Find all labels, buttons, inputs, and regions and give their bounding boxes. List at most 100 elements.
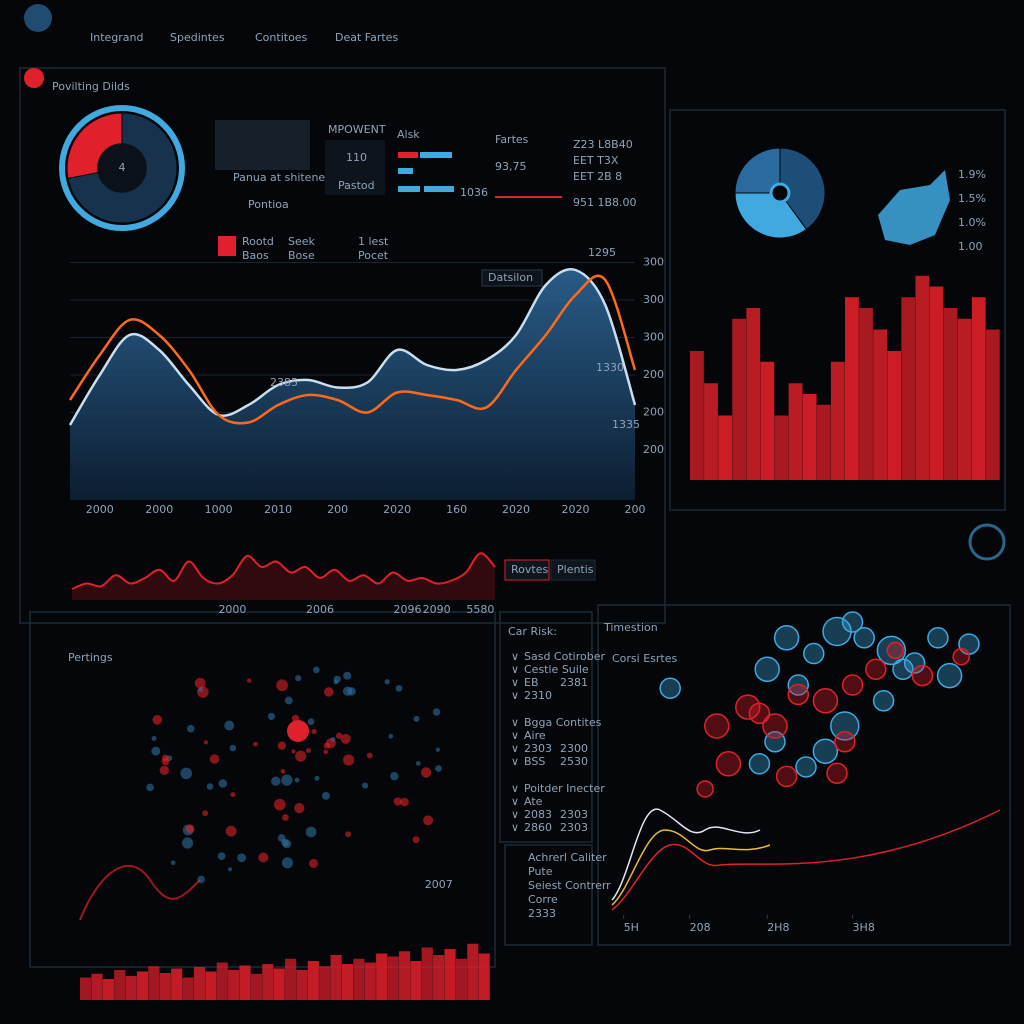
annotation: 2385 — [270, 376, 298, 389]
bubble — [735, 694, 761, 720]
tooltip-box — [481, 269, 543, 287]
kpi-bar — [398, 186, 420, 192]
bar — [732, 318, 747, 480]
bar — [830, 361, 845, 480]
map-hotspot — [287, 720, 309, 742]
map-dot — [323, 687, 334, 697]
bar — [746, 308, 761, 480]
risk-icon: ∨ — [511, 755, 519, 768]
map-dot — [203, 740, 209, 745]
x-tick-label: 2020 — [562, 503, 590, 516]
kpi-value: 110 — [346, 151, 367, 164]
map-dot — [230, 792, 236, 798]
map-dot — [253, 741, 258, 747]
bubble — [892, 658, 914, 681]
bar — [915, 275, 930, 480]
bar — [455, 958, 467, 1000]
line — [71, 552, 496, 590]
risk-value: EB — [524, 676, 539, 689]
logo — [24, 4, 52, 32]
bar — [788, 383, 803, 480]
risk-icon: ∨ — [511, 795, 519, 808]
risk-text: Bgga Contites — [524, 716, 602, 729]
risk-footer: 2333 — [528, 907, 556, 920]
map-dot — [291, 749, 296, 754]
bar — [330, 955, 342, 1000]
risk-footer: Seiest Contrerr — [528, 879, 611, 892]
x-tick-label: 200 — [327, 503, 348, 516]
map-dot — [202, 810, 209, 817]
kpi-bar — [398, 152, 418, 158]
right-panel — [669, 109, 1006, 511]
x-tick-label: 2096 — [393, 603, 421, 616]
legend-sub: Baos — [242, 249, 269, 262]
map-dot — [273, 798, 286, 811]
x-tick-label: 5H — [624, 921, 639, 934]
bubble — [762, 713, 788, 739]
map-dot — [345, 831, 352, 838]
bubble — [826, 762, 848, 784]
map-dot — [151, 746, 161, 756]
kpi-bar — [424, 186, 454, 192]
tab[interactable] — [550, 559, 596, 581]
bar — [845, 297, 859, 480]
bar — [80, 977, 92, 1000]
map-dot — [307, 718, 315, 726]
bubble — [775, 765, 798, 788]
bar — [718, 415, 732, 480]
bar — [148, 966, 160, 1000]
mini-caption: Panua at shitene — [233, 171, 325, 184]
map-dot — [295, 675, 302, 682]
legend-sub: Pocet — [358, 249, 389, 262]
map-dot — [217, 852, 226, 860]
map-dot — [342, 686, 353, 696]
bubble — [795, 756, 817, 778]
tab[interactable] — [504, 559, 550, 581]
bubble — [841, 674, 864, 696]
risk-title: Car Risk: — [508, 625, 557, 638]
risk-value: 2300 — [560, 742, 588, 755]
mini-bars — [215, 120, 310, 170]
map-dot — [198, 687, 203, 693]
kpi-label: MPOWENT — [328, 123, 386, 136]
x-tick-label: 5580 — [466, 603, 494, 616]
nav-item: Contitoes — [255, 31, 308, 44]
risk-value: 2303 — [524, 742, 552, 755]
map-dot — [340, 733, 351, 744]
bar — [957, 318, 972, 480]
map-dot — [146, 783, 154, 792]
risk-value: 2530 — [560, 755, 588, 768]
risk-icon: ∨ — [511, 742, 519, 755]
map-dot — [305, 748, 311, 754]
risk-text: Poitder Inecter — [524, 782, 605, 795]
bubble — [787, 683, 809, 706]
bubble — [812, 738, 839, 764]
main-panel — [19, 67, 666, 624]
map-dot — [170, 860, 176, 866]
x-tick-label: 1000 — [205, 503, 233, 516]
bar — [125, 976, 137, 1000]
risk-value: 2381 — [560, 676, 588, 689]
x-tick-label: 2000 — [218, 603, 246, 616]
area — [70, 269, 635, 500]
kpi-label: Alsk — [397, 128, 420, 141]
bar — [91, 973, 103, 1000]
map-dot — [281, 857, 294, 869]
map-dot — [187, 724, 195, 733]
bar — [802, 394, 817, 480]
map-dot — [343, 671, 352, 680]
map-dot — [295, 750, 307, 762]
bubble — [903, 652, 926, 674]
kpi-bar — [420, 152, 452, 158]
map-dot — [276, 679, 288, 692]
bubble — [952, 647, 970, 666]
x-tick-label: 2000 — [145, 503, 173, 516]
x-tick-label: 2010 — [264, 503, 292, 516]
risk-icon: ∨ — [511, 663, 519, 676]
x-tick-label: 200 — [625, 503, 646, 516]
kpi-code: EET 2B 8 — [573, 170, 622, 183]
map-dot — [271, 776, 281, 786]
nav-item: Deat Fartes — [335, 31, 398, 44]
bar — [774, 415, 789, 480]
